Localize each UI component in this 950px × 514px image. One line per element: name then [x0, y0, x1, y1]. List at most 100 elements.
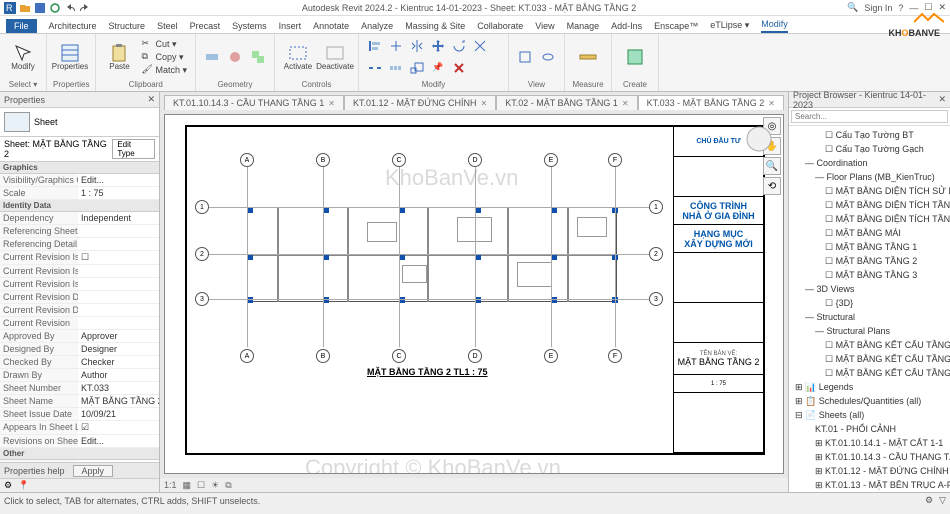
save-icon[interactable]: [34, 2, 46, 14]
property-row[interactable]: Current Revision Issued By: [0, 265, 159, 278]
measure-button[interactable]: [571, 36, 605, 78]
detail-level-icon[interactable]: ▦: [183, 480, 192, 491]
sync-icon[interactable]: [49, 2, 61, 14]
property-row[interactable]: Scale1 : 75: [0, 187, 159, 200]
cope-icon[interactable]: [202, 49, 222, 65]
property-row[interactable]: Current Revision Date: [0, 291, 159, 304]
cut-button[interactable]: ✂Cut ▾: [139, 38, 189, 50]
ribbon-tab-insert[interactable]: Insert: [279, 19, 302, 33]
property-row[interactable]: Approved ByApprover: [0, 330, 159, 343]
ribbon-tab-architecture[interactable]: Architecture: [49, 19, 97, 33]
close-tab-icon[interactable]: ✕: [768, 99, 775, 108]
tree-node[interactable]: ⊞ 📋 Schedules/Quantities (all): [791, 394, 948, 408]
type-selector[interactable]: Sheet: [0, 108, 159, 137]
tree-node[interactable]: ☐ MẶT BẰNG KẾT CẤU TẦNG 2: [791, 352, 948, 366]
split-icon[interactable]: [365, 60, 385, 76]
scale-icon[interactable]: [407, 60, 427, 76]
match-button[interactable]: 🖌Match ▾: [139, 64, 189, 76]
ribbon-tab-file[interactable]: File: [6, 19, 37, 33]
activate-button[interactable]: Activate: [281, 36, 315, 78]
open-icon[interactable]: [19, 2, 31, 14]
align-icon[interactable]: [365, 38, 385, 54]
property-row[interactable]: Designed ByDesigner: [0, 343, 159, 356]
property-row[interactable]: Current Revision Descripti...: [0, 304, 159, 317]
close-tab-icon[interactable]: ✕: [328, 99, 335, 108]
pin-icon[interactable]: 📌: [428, 60, 448, 76]
property-row[interactable]: Sheet NumberKT.033: [0, 382, 159, 395]
array-icon[interactable]: [386, 60, 406, 76]
create-button[interactable]: [618, 36, 652, 78]
property-row[interactable]: Appears In Sheet List☑: [0, 421, 159, 435]
tree-node[interactable]: ☐ {3D}: [791, 296, 948, 310]
deactivate-button[interactable]: Deactivate: [318, 36, 352, 78]
tree-node[interactable]: ⊞ 📊 Legends: [791, 380, 948, 394]
tree-node[interactable]: ☐ MẶT BẰNG DIỆN TÍCH TẦNG 2: [791, 198, 948, 212]
move-icon[interactable]: [428, 38, 448, 54]
tree-node[interactable]: — Structural: [791, 310, 948, 324]
browser-search-input[interactable]: [791, 110, 948, 123]
property-row[interactable]: Current Revision Issued☐: [0, 251, 159, 265]
tree-node[interactable]: ⊞ KT.01.10.14.3 - CẦU THANG TẦNG 1: [791, 450, 948, 464]
modify-button[interactable]: Modify: [6, 36, 40, 78]
paste-button[interactable]: Paste: [102, 36, 136, 78]
ribbon-tab-modify[interactable]: Modify: [761, 17, 788, 33]
search-icon[interactable]: 🔍: [847, 2, 858, 13]
property-row[interactable]: Checked ByChecker: [0, 356, 159, 369]
property-row[interactable]: Referencing Detail: [0, 238, 159, 251]
edit-type-button[interactable]: Edit Type: [112, 139, 155, 159]
ribbon-tab-collaborate[interactable]: Collaborate: [477, 19, 523, 33]
crop-icon[interactable]: ⧉: [225, 480, 231, 491]
tree-node[interactable]: ☐ MẶT BẰNG TẦNG 3: [791, 268, 948, 282]
options-icon[interactable]: ⚙: [4, 480, 12, 491]
property-row[interactable]: Drawn ByAuthor: [0, 369, 159, 382]
undo-icon[interactable]: [64, 2, 76, 14]
mirror-icon[interactable]: [407, 38, 427, 54]
ribbon-tab-precast[interactable]: Precast: [190, 19, 221, 33]
tree-node[interactable]: ☐ Cấu Tạo Tường Gạch: [791, 142, 948, 156]
property-row[interactable]: Sheet Issue Date10/09/21: [0, 408, 159, 421]
ribbon-tab-analyze[interactable]: Analyze: [361, 19, 393, 33]
minimize-icon[interactable]: —: [909, 3, 918, 13]
tree-node[interactable]: ☐ MẶT BẰNG DIỆN TÍCH SỬ DỤNG BẰNG: [791, 184, 948, 198]
doc-tab[interactable]: KT.01.10.14.3 - CẦU THANG TẦNG 1✕: [164, 95, 344, 110]
redo-icon[interactable]: [79, 2, 91, 14]
tree-node[interactable]: ⊞ KT.01.12 - MẶT ĐỨNG CHÍNH: [791, 464, 948, 478]
tree-node[interactable]: ⊞ KT.01.13 - MẶT BÊN TRỤC A-F: [791, 478, 948, 492]
trim-icon[interactable]: [470, 38, 490, 54]
join-icon[interactable]: [248, 49, 268, 65]
property-row[interactable]: Revisions on SheetEdit...: [0, 435, 159, 448]
close-tab-icon[interactable]: ✕: [480, 99, 487, 108]
delete-icon[interactable]: [449, 60, 469, 76]
close-panel-icon[interactable]: ✕: [147, 94, 155, 105]
filter-icon[interactable]: ▽: [939, 495, 946, 506]
ribbon-tab-manage[interactable]: Manage: [567, 19, 600, 33]
tree-node[interactable]: — 3D Views: [791, 282, 948, 296]
tree-node[interactable]: ☐ MẶT BẰNG TẦNG 1: [791, 240, 948, 254]
tree-node[interactable]: KT.01 - PHỐI CẢNH: [791, 422, 948, 436]
ribbon-tab-annotate[interactable]: Annotate: [313, 19, 349, 33]
zoom-icon[interactable]: 🔍: [763, 157, 781, 175]
worksets-icon[interactable]: ⚙: [925, 495, 933, 506]
ribbon-tab-view[interactable]: View: [535, 19, 554, 33]
properties-help[interactable]: Properties help: [4, 466, 65, 476]
signin-button[interactable]: Sign In: [864, 3, 892, 13]
visual-style-icon[interactable]: ☐: [197, 480, 205, 491]
property-row[interactable]: Sheet NameMẶT BẰNG TẦNG 2: [0, 395, 159, 408]
property-row[interactable]: DependencyIndependent: [0, 212, 159, 225]
nav-cube[interactable]: [745, 125, 773, 153]
titleblock[interactable]: CHỦ ĐẦU TƯ CÔNG TRÌNHNHÀ Ở GIA ĐÌNH HẠNG…: [673, 127, 763, 453]
tree-node[interactable]: ☐ MẶT BẰNG MÁI: [791, 226, 948, 240]
tree-node[interactable]: ☐ Cấu Tạo Tường BT: [791, 128, 948, 142]
properties-button[interactable]: Properties: [53, 36, 87, 78]
tree-node[interactable]: ⊞ KT.01.10.14.1 - MẶT CẮT 1-1: [791, 436, 948, 450]
help-icon[interactable]: ?: [898, 3, 903, 13]
property-row[interactable]: Current Revision: [0, 317, 159, 330]
tree-node[interactable]: ☐ MẶT BẰNG KẾT CẤU TẦNG 3: [791, 366, 948, 380]
apply-button[interactable]: Apply: [73, 465, 114, 477]
doc-tab[interactable]: KT.033 - MẶT BẰNG TẦNG 2✕: [638, 95, 784, 110]
ribbon-tab-massingsite[interactable]: Massing & Site: [405, 19, 465, 33]
tree-node[interactable]: ⊟ 📄 Sheets (all): [791, 408, 948, 422]
rotate-icon[interactable]: [449, 38, 469, 54]
copy-button[interactable]: ⧉Copy ▾: [139, 51, 189, 63]
close-browser-icon[interactable]: ✕: [938, 94, 946, 105]
